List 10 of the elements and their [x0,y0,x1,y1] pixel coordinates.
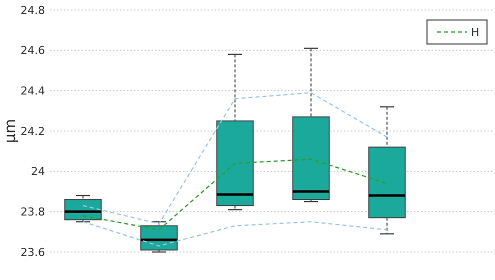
y-tick-label: 23.8 [20,206,45,219]
y-axis-title: μm [1,118,19,144]
y-tick-label: 24.4 [20,84,45,98]
y-tick-label: 24.6 [20,44,45,58]
y-tick-label: 24.2 [20,124,45,138]
y-tick-label: 24.8 [20,4,45,17]
y-tick-label: 23.6 [20,246,45,259]
y-tick-label: 24 [31,165,45,178]
legend-label: H [471,26,480,39]
line-series [82,221,388,247]
